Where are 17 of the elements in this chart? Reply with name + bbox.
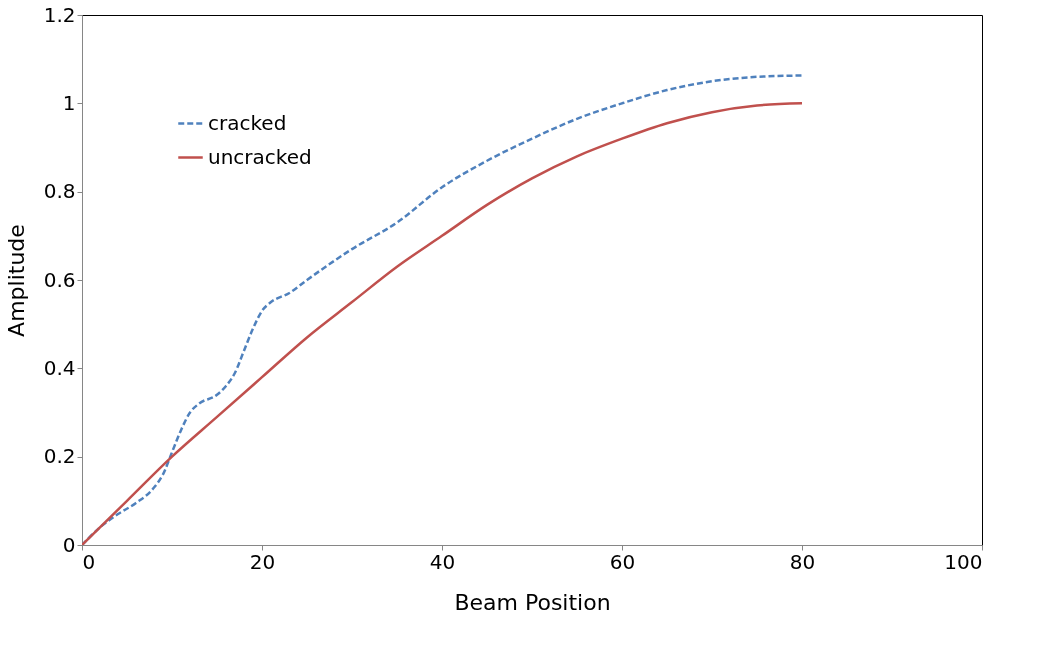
x-tick-label: 100	[944, 549, 983, 574]
y-tick-label: 1.2	[43, 2, 76, 27]
y-tick-label: 0	[62, 532, 76, 557]
y-tick-label: 0.6	[43, 267, 76, 292]
x-tick-label: 40	[429, 549, 456, 574]
x-tick-label: 20	[249, 549, 276, 574]
y-axis-title: Amplitude	[3, 224, 29, 337]
y-tick-label: 0.4	[43, 355, 76, 380]
x-tick-label: 80	[789, 549, 816, 574]
x-tick-label: 0	[82, 549, 96, 574]
x-axis-title: Beam Position	[454, 589, 611, 615]
legend-label: uncracked	[208, 144, 312, 169]
legend-label: cracked	[208, 110, 287, 135]
y-tick-label: 0.8	[43, 179, 76, 204]
y-tick-label: 0.2	[43, 444, 76, 469]
y-tick-label: 1	[62, 90, 76, 115]
x-tick-label: 60	[609, 549, 636, 574]
